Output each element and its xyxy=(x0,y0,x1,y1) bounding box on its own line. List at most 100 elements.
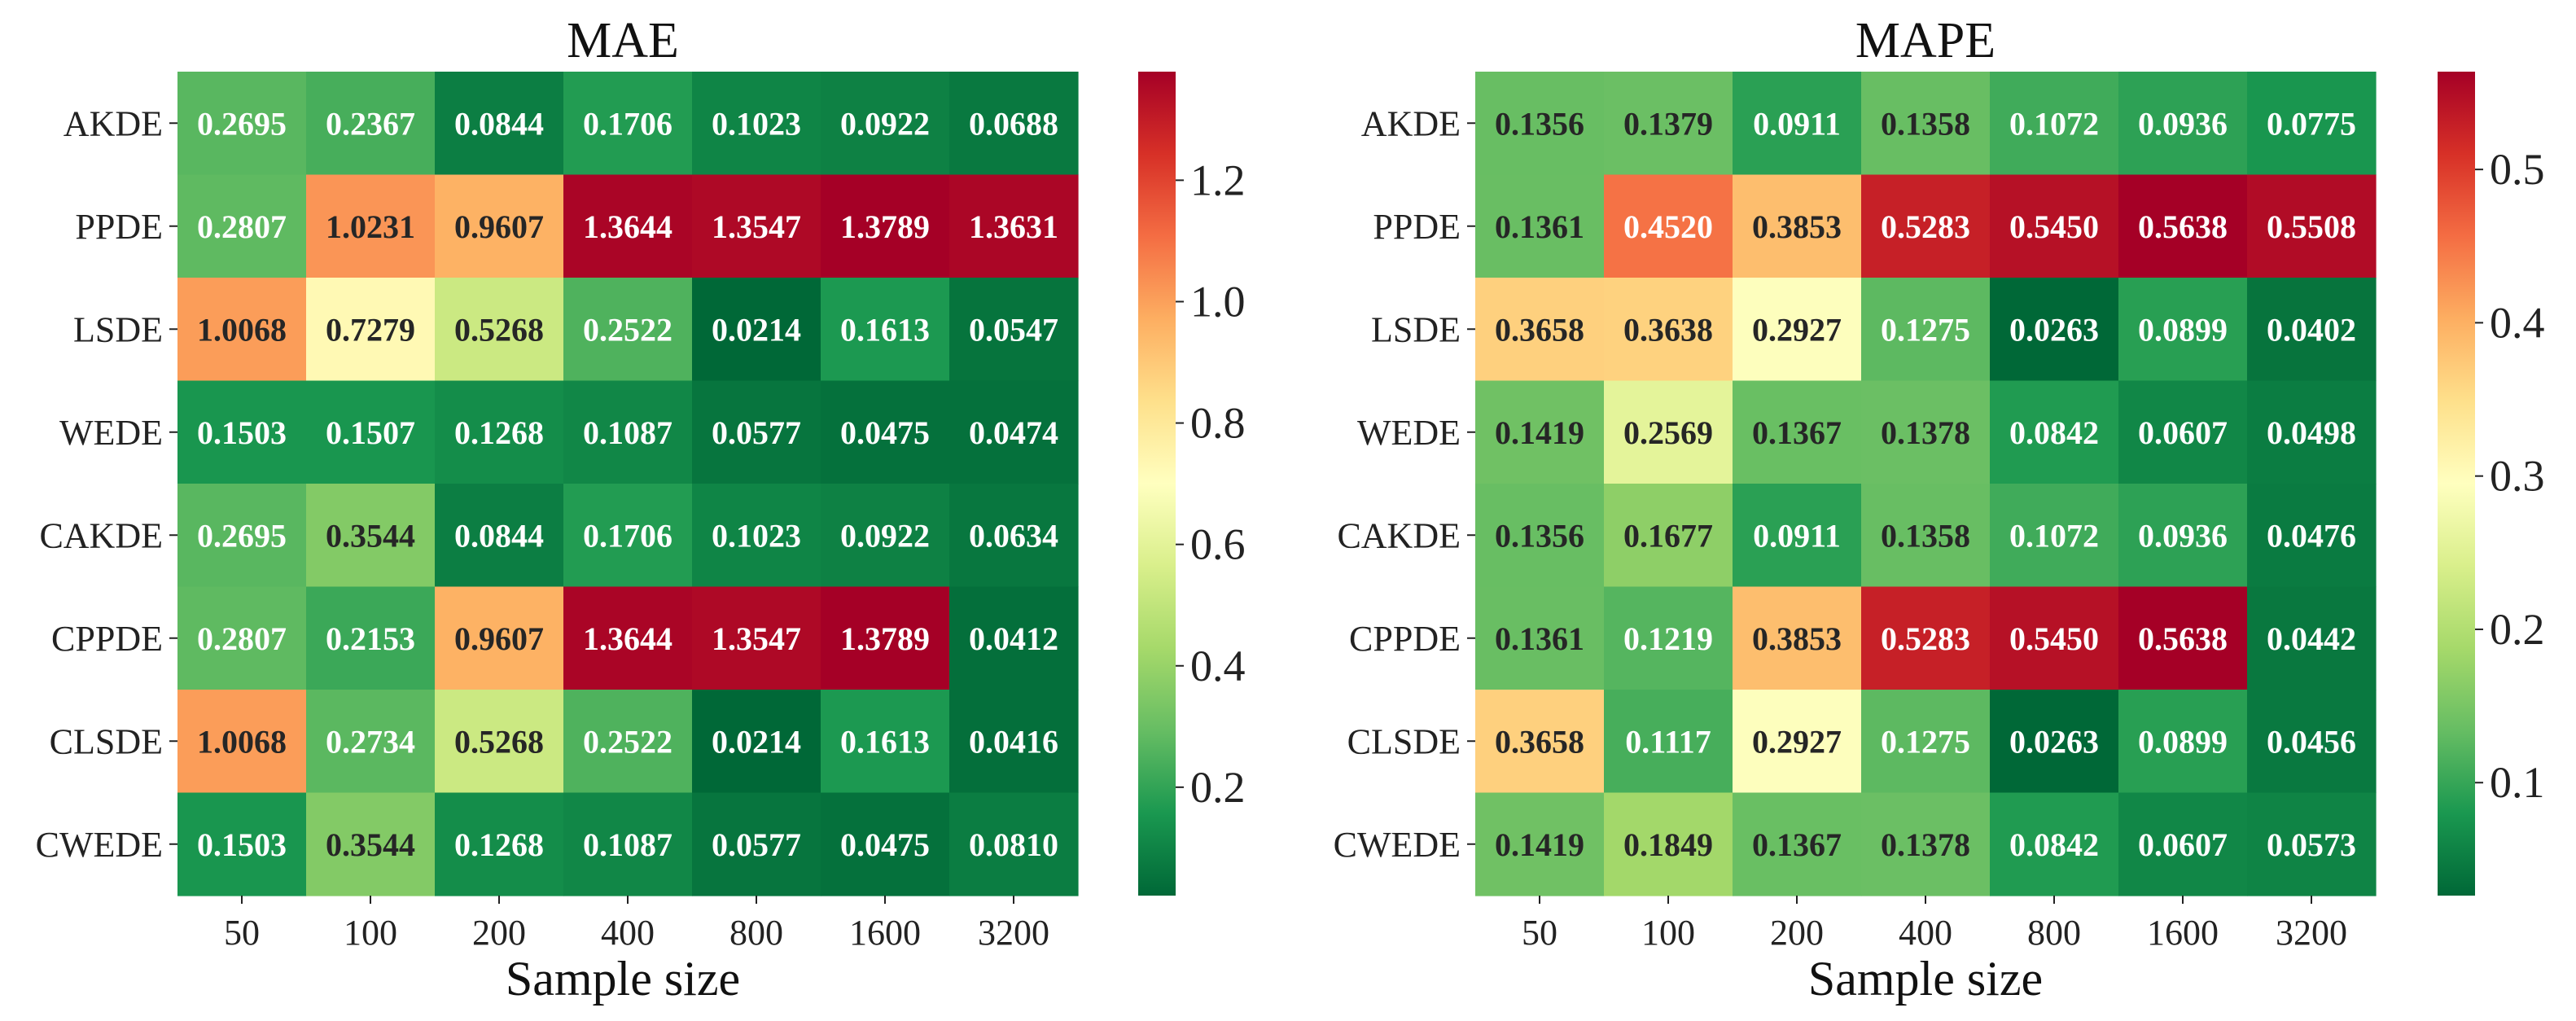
mape-cell-label: 0.0936 xyxy=(2138,517,2228,554)
mae-heatmap-panel: MAE 0.2695 0.2367 0.0844 0.1706 0.1023 0.0922… xyxy=(36,13,1246,1006)
mae-cell xyxy=(949,586,1079,690)
mae-cell xyxy=(563,278,693,382)
mae-cell-label: 0.1268 xyxy=(454,826,544,863)
mae-cell-label: 0.1503 xyxy=(197,826,287,863)
mae-y-tick-labels: AKDE PPDE LSDE WEDE CAKDE CPPDE CLSDE CWEDE xyxy=(36,103,177,865)
mae-cell xyxy=(563,484,693,588)
mae-colorbar-tick-label: 0.8 xyxy=(1190,399,1246,448)
mape-cell-label: 0.0442 xyxy=(2267,620,2356,657)
mape-cell-label: 0.1367 xyxy=(1752,414,1842,451)
mape-cell-label: 0.0573 xyxy=(2267,826,2356,863)
mape-cell-label: 0.1072 xyxy=(2009,517,2099,554)
mape-cell-label: 0.1358 xyxy=(1881,517,1970,554)
mape-y-tick-label: CPPDE xyxy=(1349,619,1461,659)
mape-colorbar-tick-label: 0.3 xyxy=(2490,452,2545,501)
mape-cell xyxy=(1733,174,1862,278)
mae-cell xyxy=(306,484,436,588)
mape-y-tick-label: AKDE xyxy=(1361,103,1461,143)
mape-y-tick-label: CAKDE xyxy=(1337,515,1461,555)
mape-cell xyxy=(1733,380,1862,484)
mae-cell xyxy=(692,174,821,278)
mae-cell xyxy=(177,792,307,896)
mae-cell xyxy=(435,72,564,176)
mape-cell xyxy=(1990,484,2119,588)
mae-cell-label: 0.1087 xyxy=(583,414,672,451)
mape-x-tick-label: 400 xyxy=(1899,913,1952,953)
mape-cell xyxy=(2247,690,2377,794)
mae-cell-label: 0.2367 xyxy=(326,105,415,142)
mae-y-tick-label: CAKDE xyxy=(39,515,163,555)
mae-cell-label: 0.0412 xyxy=(969,620,1058,657)
mape-cell-label: 0.2927 xyxy=(1752,723,1842,760)
mape-x-tick-label: 1600 xyxy=(2147,913,2219,953)
mae-cell-label: 0.0475 xyxy=(840,826,930,863)
mae-x-tick-label: 800 xyxy=(729,913,783,953)
mae-colorbar-tick-label: 0.6 xyxy=(1190,520,1246,569)
mape-cell-label: 0.0498 xyxy=(2267,414,2356,451)
mae-cell xyxy=(177,72,307,176)
mape-cell xyxy=(1733,72,1862,176)
mae-cell xyxy=(563,174,693,278)
mae-cell xyxy=(306,72,436,176)
mae-cell xyxy=(306,792,436,896)
mape-y-tick-label: LSDE xyxy=(1371,309,1461,349)
mae-cell-label: 0.3544 xyxy=(326,517,415,554)
mae-cell-label: 0.1503 xyxy=(197,414,287,451)
mae-x-tick-label: 50 xyxy=(224,913,260,953)
mae-cell-label: 0.0922 xyxy=(840,105,930,142)
mape-x-tick-label: 200 xyxy=(1770,913,1824,953)
mae-cell xyxy=(435,484,564,588)
mae-cell xyxy=(435,174,564,278)
mae-y-tick-label: PPDE xyxy=(75,207,163,247)
mae-cell-label: 0.1023 xyxy=(712,517,801,554)
mae-cell xyxy=(821,690,950,794)
mape-cell-label: 0.0476 xyxy=(2267,517,2356,554)
mae-y-tick-label: CWEDE xyxy=(36,825,163,865)
mape-cell xyxy=(1733,586,1862,690)
mape-cell xyxy=(1861,174,1991,278)
mape-cell xyxy=(1604,380,1733,484)
mae-x-tick-label: 200 xyxy=(472,913,526,953)
mape-cell xyxy=(2118,278,2248,382)
mape-cell xyxy=(2118,690,2248,794)
mae-cell-label: 1.0068 xyxy=(197,723,287,760)
mae-x-tick-label: 1600 xyxy=(849,913,921,953)
mae-cell-label: 0.5268 xyxy=(454,311,544,348)
mae-cell-label: 1.3644 xyxy=(583,208,672,245)
mae-cell xyxy=(435,792,564,896)
mape-cell-label: 0.3638 xyxy=(1623,311,1713,348)
mape-cell-label: 0.1356 xyxy=(1495,517,1584,554)
mae-cell xyxy=(821,174,950,278)
mape-cell xyxy=(1475,484,1605,588)
mae-cell-label: 0.1023 xyxy=(712,105,801,142)
mae-cell-label: 0.2807 xyxy=(197,208,287,245)
mape-cell xyxy=(1475,174,1605,278)
mae-cell xyxy=(692,586,821,690)
mape-cell-label: 0.0263 xyxy=(2009,723,2099,760)
mape-cell xyxy=(1604,278,1733,382)
mape-cell-label: 0.1419 xyxy=(1495,414,1584,451)
mae-x-tick-label: 3200 xyxy=(978,913,1049,953)
mae-cell xyxy=(563,380,693,484)
mae-cell xyxy=(306,586,436,690)
mape-cell-label: 0.1378 xyxy=(1881,826,1970,863)
mae-cell xyxy=(435,278,564,382)
mape-cell-label: 0.1419 xyxy=(1495,826,1584,863)
mape-colorbar-tick-label: 0.2 xyxy=(2490,605,2545,654)
mae-cell-label: 1.3789 xyxy=(840,208,930,245)
mape-cell-label: 0.3658 xyxy=(1495,311,1584,348)
mae-cell-label: 0.0844 xyxy=(454,517,544,554)
mae-cell-label: 1.3644 xyxy=(583,620,672,657)
mae-x-tick-label: 100 xyxy=(344,913,397,953)
mape-cell xyxy=(2247,72,2377,176)
mae-cell xyxy=(177,586,307,690)
mae-cell xyxy=(435,586,564,690)
mae-cell xyxy=(306,278,436,382)
mae-cell-label: 0.2522 xyxy=(583,723,672,760)
mape-cell-label: 0.0456 xyxy=(2267,723,2356,760)
mae-cell xyxy=(692,278,821,382)
mape-cell xyxy=(1861,380,1991,484)
mae-cell-label: 0.9607 xyxy=(454,620,544,657)
mae-cell xyxy=(949,278,1079,382)
mae-cell-label: 0.1507 xyxy=(326,414,415,451)
